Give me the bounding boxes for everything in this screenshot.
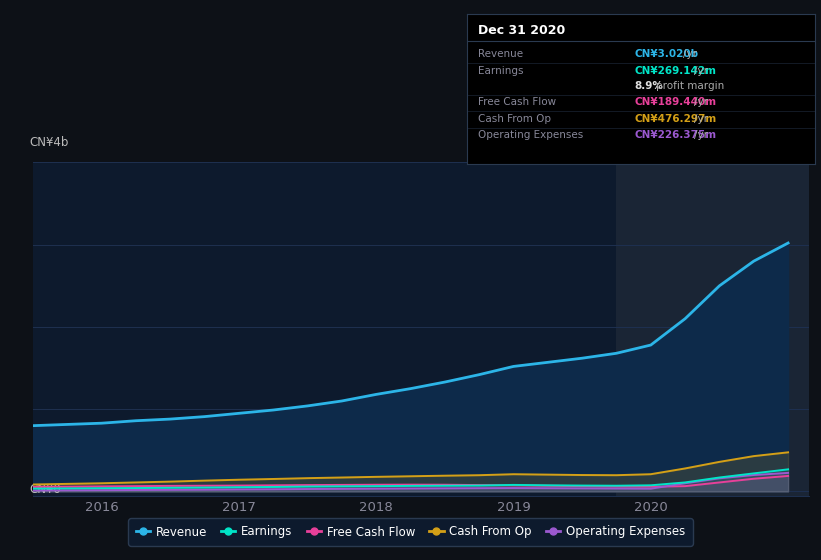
Text: Dec 31 2020: Dec 31 2020 (478, 25, 565, 38)
Text: CN¥4b: CN¥4b (29, 136, 68, 149)
Text: Earnings: Earnings (478, 66, 523, 76)
Text: /yr: /yr (694, 97, 708, 107)
Legend: Revenue, Earnings, Free Cash Flow, Cash From Op, Operating Expenses: Revenue, Earnings, Free Cash Flow, Cash … (128, 519, 693, 545)
Bar (617, 162, 809, 496)
Text: Revenue: Revenue (478, 49, 523, 59)
Text: CN¥3.020b: CN¥3.020b (635, 49, 699, 59)
Text: Operating Expenses: Operating Expenses (478, 130, 583, 140)
Text: /yr: /yr (683, 49, 697, 59)
Text: CN¥226.375m: CN¥226.375m (635, 130, 717, 140)
Text: Cash From Op: Cash From Op (478, 114, 551, 124)
Text: /yr: /yr (694, 66, 708, 76)
Text: profit margin: profit margin (656, 81, 724, 91)
Text: Free Cash Flow: Free Cash Flow (478, 97, 556, 107)
Text: CN¥189.440m: CN¥189.440m (635, 97, 717, 107)
Text: CN¥476.297m: CN¥476.297m (635, 114, 717, 124)
Text: CN¥269.142m: CN¥269.142m (635, 66, 716, 76)
Text: /yr: /yr (694, 130, 708, 140)
Text: 8.9%: 8.9% (635, 81, 663, 91)
Text: /yr: /yr (694, 114, 708, 124)
Text: CN¥0: CN¥0 (29, 483, 61, 496)
